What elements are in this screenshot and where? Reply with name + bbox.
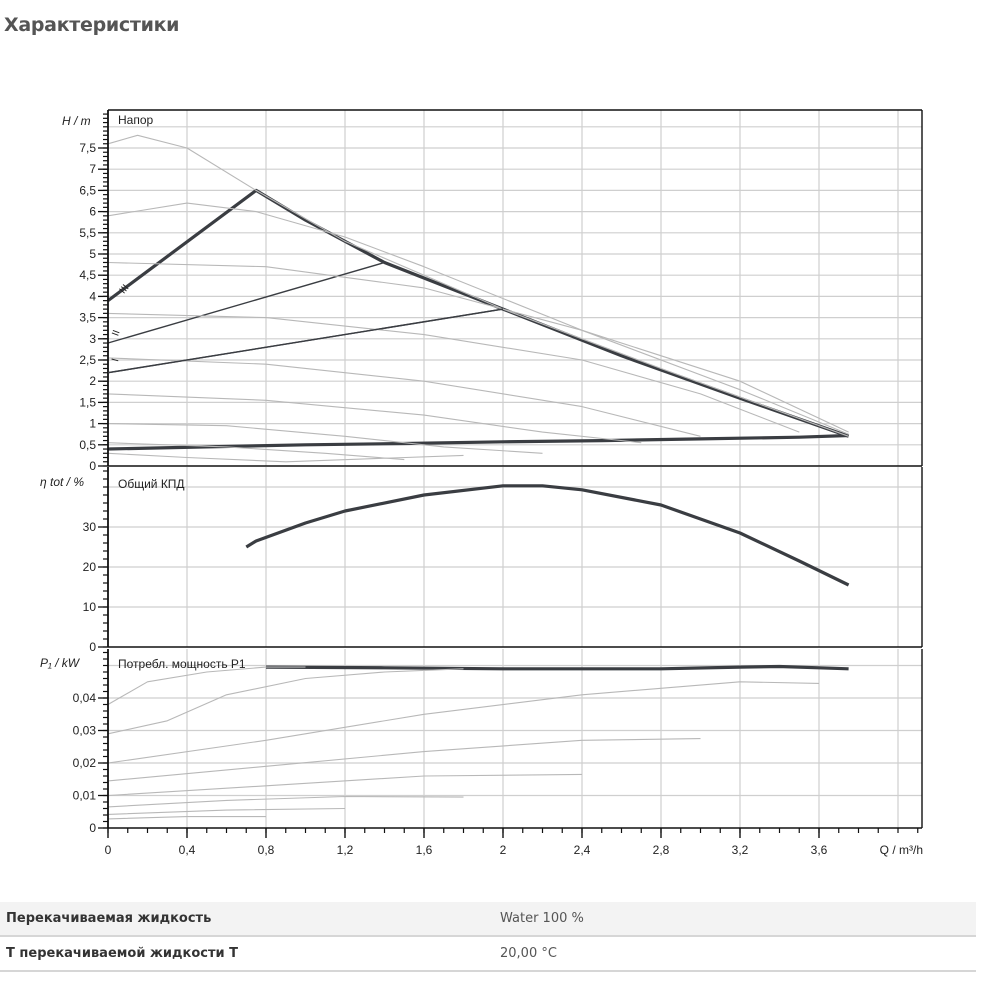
y-tick-label: 1 <box>89 417 96 431</box>
property-row-fluid: Перекачиваемая жидкость Water 100 % <box>0 902 976 937</box>
curve-p-curve-1 <box>107 666 306 705</box>
y-tick-label: 3 <box>89 332 96 346</box>
curve-speed-curve-2 <box>107 202 849 435</box>
curve-speed-curve-6 <box>107 393 642 444</box>
property-label: T перекачиваемой жидкости T <box>6 946 238 961</box>
y-tick-label: 2,5 <box>79 353 96 367</box>
x-tick-label: 2,4 <box>574 843 591 857</box>
curve-speed-curve-9 <box>107 452 464 463</box>
property-value: 20,00 °C <box>500 946 557 961</box>
curve-annotation: II <box>110 329 122 338</box>
y-tick-label: 6,5 <box>79 183 96 197</box>
y-tick-label: 0,5 <box>79 438 96 452</box>
y-tick-label: 4,5 <box>79 268 96 282</box>
panel-title: Общий КПД <box>118 477 185 491</box>
y-tick-label: 0,03 <box>73 724 97 738</box>
y-tick-label: 0 <box>89 640 96 654</box>
panel-power: 0 0,01 0,02 0,03 0,04 P₁ / kW Потребл. мощност… <box>40 649 923 835</box>
y-tick-label: 1,5 <box>79 395 96 409</box>
y-tick-label: 30 <box>83 520 97 534</box>
curve-speed-curve-4 <box>107 312 800 433</box>
curve-p-curve-3 <box>107 681 820 764</box>
y-tick-label: 20 <box>83 560 97 574</box>
y-tick-label: 10 <box>83 600 97 614</box>
x-tick-label: 0,4 <box>179 843 196 857</box>
y-tick-label: 3,5 <box>79 311 96 325</box>
pump-characteristic-chart: 0 0,5 1 1,5 2 2,5 3 3,5 4 4,5 5 5,5 6 6,5 7 7,5 H / m Нап… <box>0 90 1000 880</box>
y-tick-label: 2 <box>89 374 96 388</box>
property-row-temperature: T перекачиваемой жидкости T 20,00 °C <box>0 937 976 972</box>
x-tick-label: 0,8 <box>258 843 275 857</box>
curve-efficiency <box>245 484 850 587</box>
panel-title: Потребл. мощность P1 <box>118 657 246 671</box>
curve-min-envelope <box>107 433 849 451</box>
panel-head: 0 0,5 1 1,5 2 2,5 3 3,5 4 4,5 5 5,5 6 6,5 7 7,5 H / m Нап… <box>62 109 923 473</box>
panel-efficiency: 0 10 20 30 η tot / % Общий КПД <box>40 467 923 654</box>
x-tick-label: 0 <box>105 843 112 857</box>
y-tick-label: 5,5 <box>79 226 96 240</box>
y-tick-label: 7 <box>89 162 96 176</box>
chart-svg: 0 0,5 1 1,5 2 2,5 3 3,5 4 4,5 5 5,5 6 6,5 7 7,5 H / m Нап… <box>40 109 923 857</box>
x-tick-label: 1,6 <box>416 843 433 857</box>
y-tick-label: 5 <box>89 247 96 261</box>
y-axis-label: P₁ / kW <box>40 656 81 670</box>
y-tick-label: 0,02 <box>73 756 97 770</box>
y-tick-label: 6 <box>89 205 96 219</box>
x-tick-label: 3,6 <box>811 843 828 857</box>
x-axis-label: Q / m³/h <box>880 843 923 857</box>
property-label: Перекачиваемая жидкость <box>6 911 212 926</box>
y-tick-label: 4 <box>89 289 96 303</box>
x-tick-label: 2 <box>500 843 507 857</box>
y-axis-label: η tot / % <box>40 475 84 489</box>
curve-speed-curve-1 <box>107 134 849 437</box>
y-tick-label: 0 <box>89 459 96 473</box>
curve-p-curve-4 <box>107 738 701 782</box>
curve-III <box>107 261 385 344</box>
curve-max-power <box>265 664 849 671</box>
properties-table: Перекачиваемая жидкость Water 100 % T пе… <box>0 902 976 972</box>
curve-I <box>107 308 504 374</box>
curve-p-curve-8 <box>107 816 266 820</box>
property-value: Water 100 % <box>500 911 584 926</box>
curve-p-curve-6 <box>107 795 464 808</box>
x-tick-label: 2,8 <box>653 843 670 857</box>
y-axis-label: H / m <box>62 114 91 128</box>
curve-speed-curve-8 <box>107 442 405 461</box>
y-tick-label: 0,04 <box>73 691 97 705</box>
curve-p-curve-2 <box>107 668 464 735</box>
y-tick-label: 0 <box>89 821 96 835</box>
panel-title: Напор <box>118 113 154 127</box>
curve-p-curve-5 <box>107 773 583 797</box>
curve-speed-curve-3 <box>107 261 849 433</box>
curve-annotation: I <box>110 357 121 363</box>
x-tick-label: 1,2 <box>337 843 354 857</box>
x-tick-label: 3,2 <box>732 843 749 857</box>
page-title: Характеристики <box>4 14 180 36</box>
curve-speed-curve-7 <box>107 423 543 454</box>
curve-speed-curve-5 <box>107 357 701 437</box>
curve-p-curve-7 <box>107 807 346 815</box>
y-tick-label: 7,5 <box>79 141 96 155</box>
y-tick-label: 0,01 <box>73 789 97 803</box>
